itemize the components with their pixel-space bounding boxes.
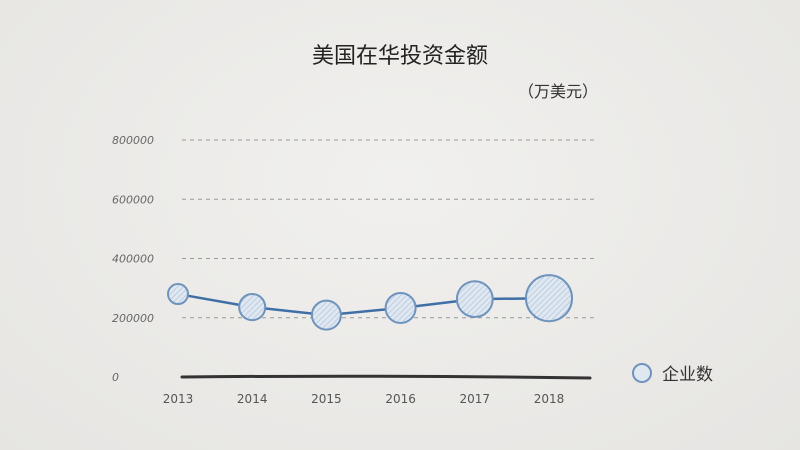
data-bubble — [384, 291, 417, 324]
x-tick-label: 2013 — [163, 392, 194, 406]
legend-label: 企业数 — [662, 365, 713, 385]
legend: 企业数 — [632, 360, 713, 385]
y-tick-label: 400000 — [112, 253, 154, 266]
legend-bubble-icon — [632, 362, 652, 383]
chart-title: 美国在华投资金额 — [311, 44, 488, 69]
y-tick-label: 0 — [112, 371, 119, 384]
x-tick-label: 2014 — [237, 392, 268, 406]
y-tick-label: 200000 — [112, 312, 154, 325]
x-tick-label: 2018 — [534, 392, 565, 406]
data-bubble — [238, 293, 267, 322]
data-bubble — [310, 299, 342, 331]
x-axis-line — [180, 374, 592, 380]
data-bubble — [524, 274, 574, 323]
y-tick-label: 800000 — [112, 134, 154, 147]
y-tick-label: 600000 — [112, 193, 154, 206]
x-tick-label: 2015 — [311, 392, 342, 406]
x-tick-label: 2016 — [385, 392, 416, 406]
data-bubble — [455, 280, 494, 318]
chart-unit: （万美元） — [518, 82, 599, 101]
data-bubble — [167, 283, 189, 306]
x-tick-label: 2017 — [460, 392, 491, 406]
